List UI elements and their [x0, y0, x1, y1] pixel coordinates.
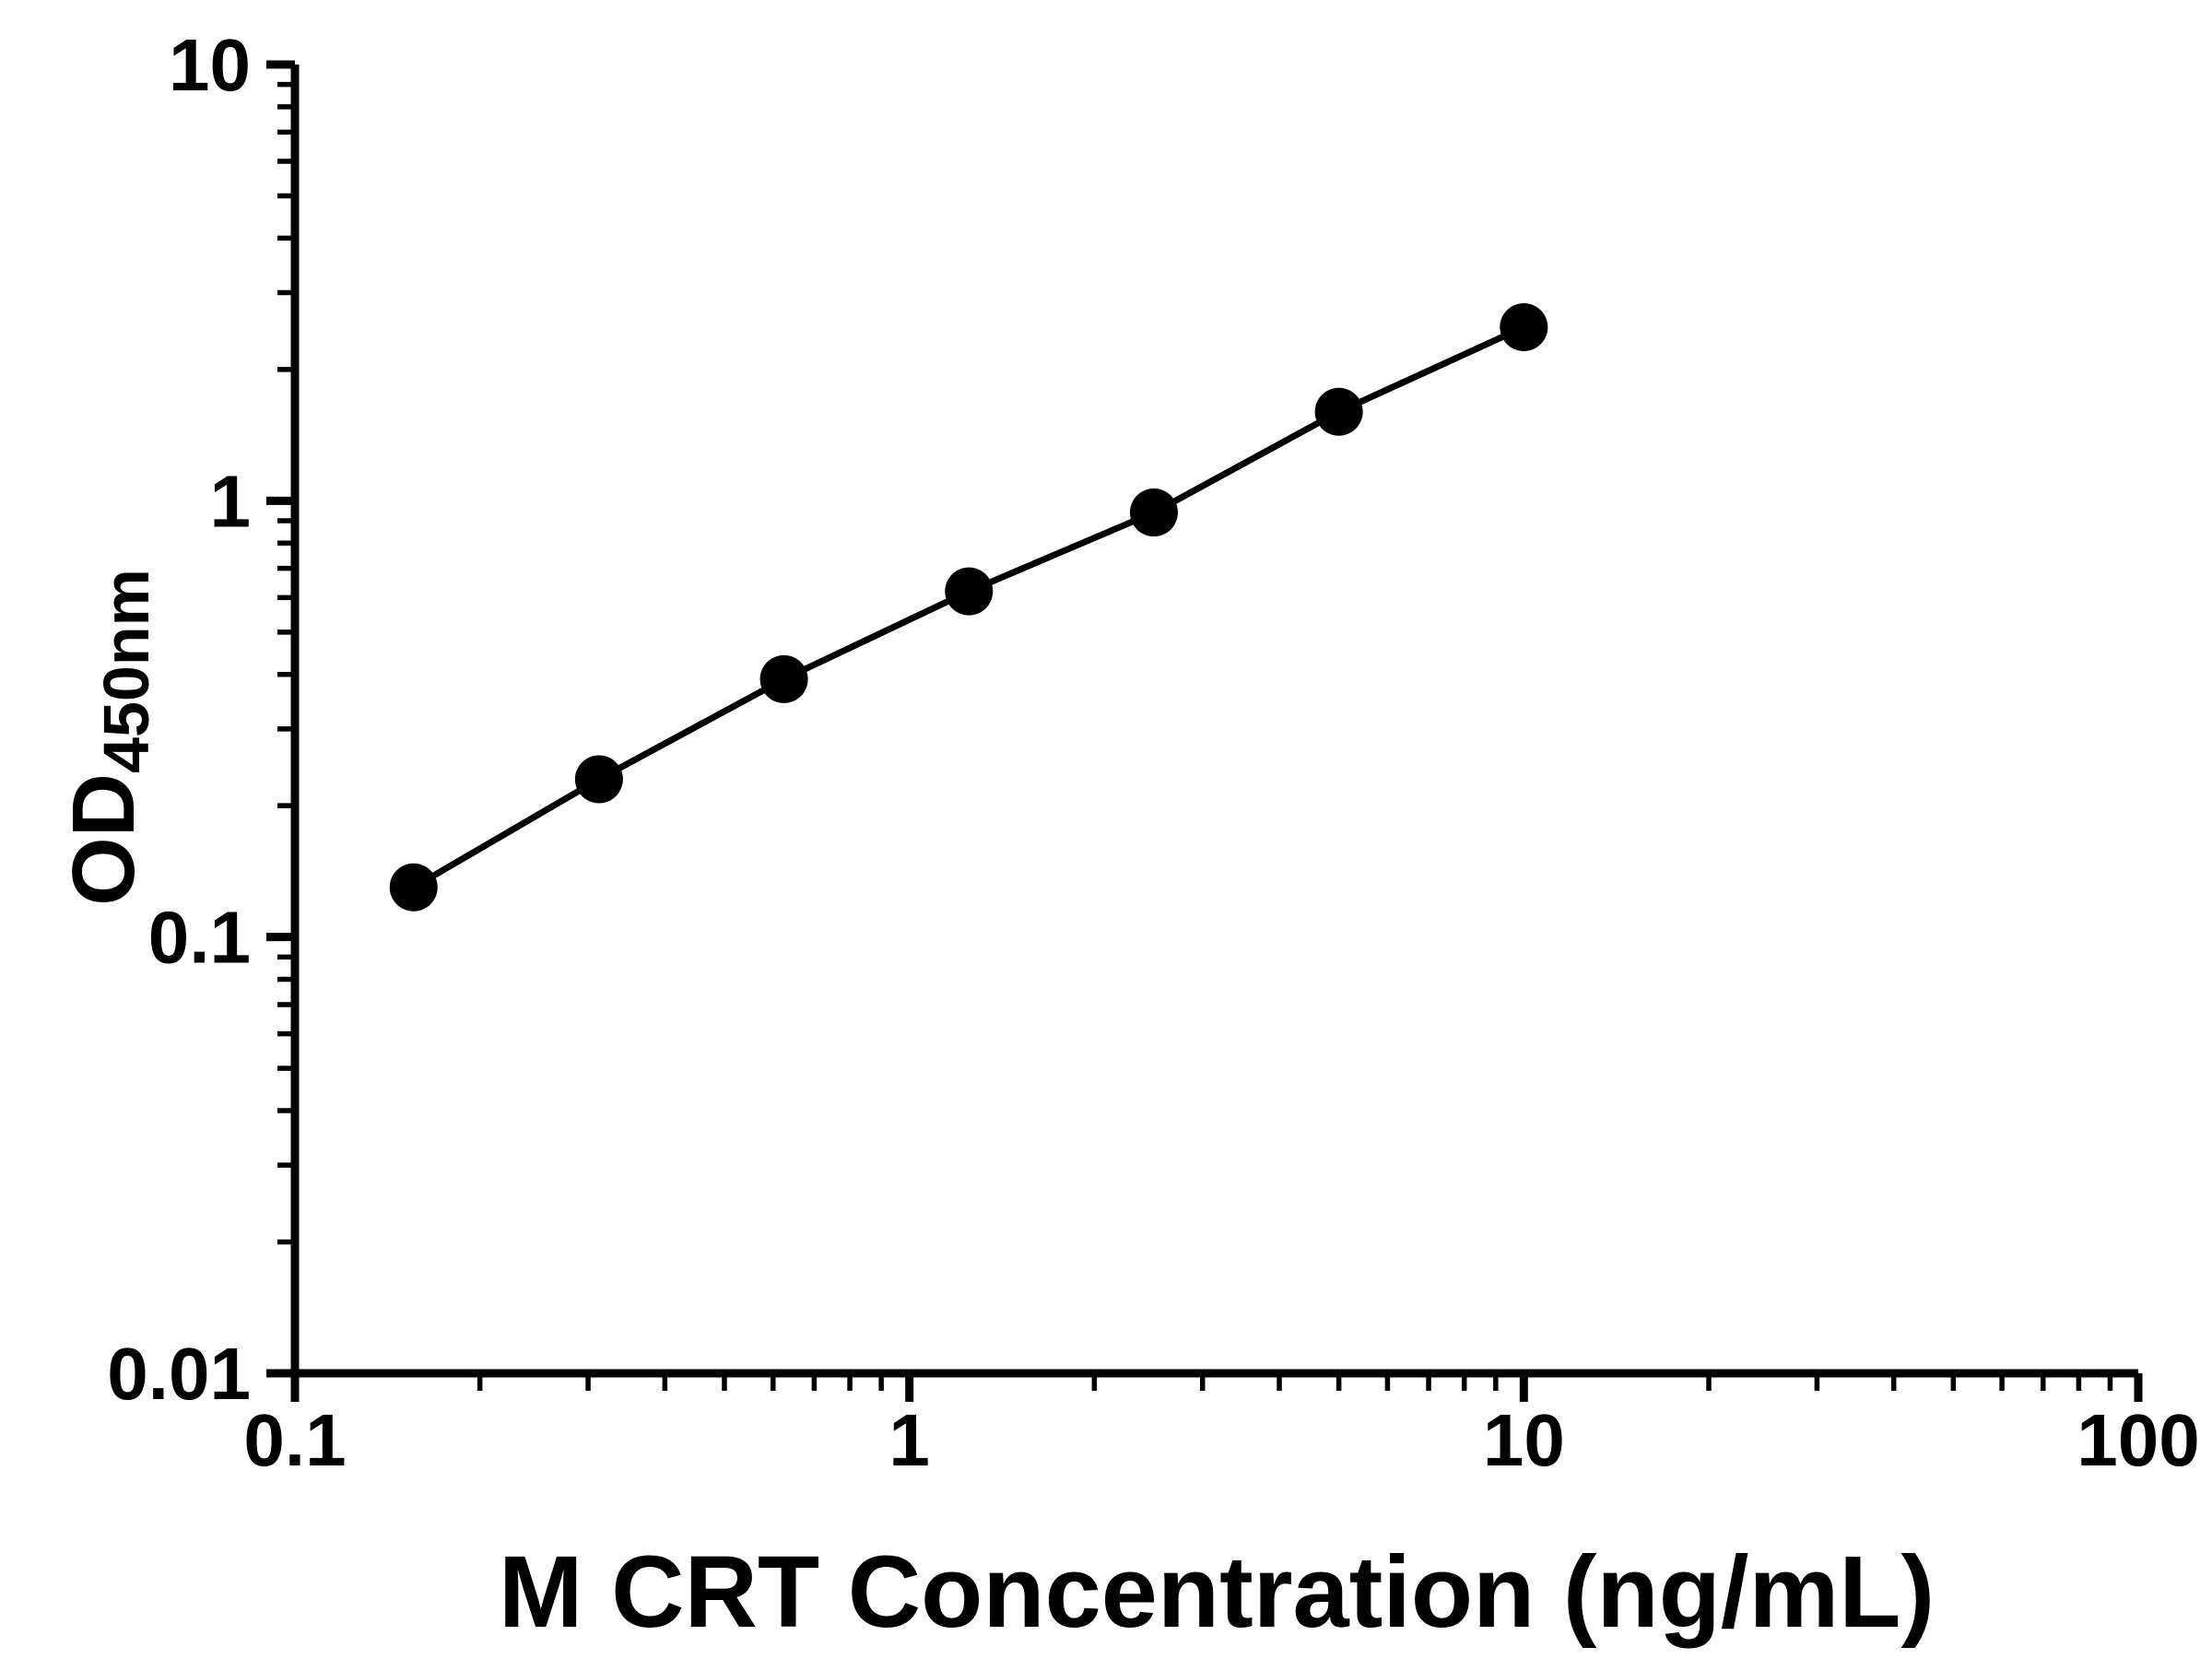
data-point	[1500, 302, 1548, 351]
y-tick-label: 1	[210, 460, 252, 542]
data-point	[759, 654, 808, 703]
data-point	[1314, 387, 1363, 436]
data-point	[389, 863, 438, 912]
x-tick-label: 1	[888, 1399, 930, 1481]
y-tick-label: 0.1	[148, 897, 251, 979]
data-point	[1129, 488, 1178, 537]
x-tick-label: 100	[2077, 1399, 2199, 1481]
data-point	[945, 567, 994, 616]
x-axis-title: M CRT Concentration (ng/mL)	[499, 1535, 1935, 1649]
y-tick-label: 0.01	[107, 1333, 251, 1415]
x-tick-label: 10	[1483, 1399, 1565, 1481]
x-tick-label: 0.1	[243, 1399, 346, 1481]
data-point	[574, 755, 623, 804]
y-axis-title: OD450nm	[54, 569, 162, 906]
y-tick-label: 10	[169, 24, 251, 106]
